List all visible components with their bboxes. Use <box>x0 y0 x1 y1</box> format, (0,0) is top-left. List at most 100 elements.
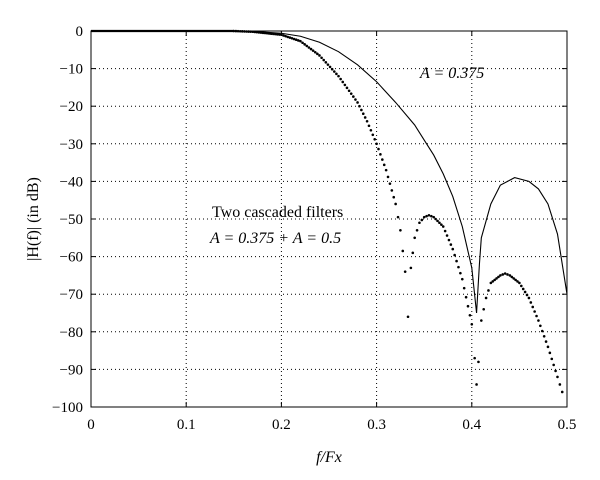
y-tick-label: −60 <box>60 250 83 266</box>
series-point <box>466 304 470 308</box>
series-point <box>305 44 309 48</box>
series-point <box>432 215 436 219</box>
series-point <box>309 47 313 51</box>
y-tick-label: −50 <box>60 212 83 228</box>
series-point <box>369 128 373 132</box>
plot-frame <box>90 30 568 408</box>
series-point <box>499 274 502 277</box>
series-point <box>335 72 338 76</box>
series-point <box>409 266 413 270</box>
series-point <box>427 213 431 217</box>
series-point <box>445 234 449 237</box>
series-point <box>396 215 400 219</box>
series-point <box>489 281 493 285</box>
grid <box>91 31 567 407</box>
series-point <box>501 273 505 276</box>
series-point <box>521 287 525 291</box>
series-point <box>495 277 498 280</box>
series-point <box>259 31 263 34</box>
series-point <box>537 319 540 322</box>
series-point <box>514 278 517 282</box>
annotation-cascade-title: Two cascaded filters <box>212 204 343 221</box>
series-point <box>299 39 302 43</box>
series-point <box>269 32 273 35</box>
series-point <box>363 116 367 119</box>
series-point <box>263 31 267 35</box>
series-point <box>347 89 351 93</box>
series-point <box>301 41 304 45</box>
series-point <box>322 58 326 62</box>
series-point <box>388 182 392 185</box>
series-point <box>271 32 275 36</box>
series-point <box>255 30 259 34</box>
series-point <box>257 31 261 34</box>
series-point <box>316 52 319 56</box>
series-point <box>459 271 462 275</box>
series-point <box>297 39 300 42</box>
series-point <box>337 74 340 78</box>
series-point <box>523 290 527 294</box>
series-point <box>361 112 365 116</box>
x-tick-label: 0 <box>87 417 95 433</box>
series-point <box>401 249 405 253</box>
series-point <box>510 275 514 279</box>
series-point <box>470 322 474 326</box>
series-point <box>413 236 416 240</box>
series-point <box>390 189 394 192</box>
series-point <box>360 108 363 112</box>
series-point <box>320 56 323 60</box>
series-point <box>379 153 382 156</box>
series-point <box>491 280 495 283</box>
series-point <box>529 301 533 304</box>
series-point <box>544 340 548 343</box>
y-tick-label: 0 <box>76 24 84 40</box>
annotation-thin-series: A = 0.375 <box>419 65 484 82</box>
series-point <box>447 238 451 242</box>
series-point <box>354 98 357 101</box>
series-point <box>462 286 466 290</box>
series-point <box>493 278 496 282</box>
series-point <box>550 357 554 361</box>
series-point <box>464 295 468 299</box>
series-point <box>457 265 460 269</box>
x-tick-label: 0.3 <box>367 417 386 433</box>
x-tick-label: 0.2 <box>272 417 291 433</box>
series-point <box>558 383 562 386</box>
series-point <box>520 284 523 288</box>
series-point <box>326 63 330 66</box>
series-point <box>546 345 550 349</box>
series-point <box>436 219 439 223</box>
series-point <box>440 223 443 226</box>
series-point <box>330 67 334 71</box>
series-point <box>303 43 306 46</box>
series-point <box>349 92 353 95</box>
series-point <box>425 214 428 218</box>
series-point <box>280 33 283 37</box>
series-point <box>508 274 512 277</box>
series-point <box>276 33 279 36</box>
series-point <box>556 375 559 379</box>
series-point <box>392 195 396 199</box>
series-point <box>313 50 317 54</box>
y-axis-title: |H(f)| (in dB) <box>25 177 42 261</box>
series-point <box>516 280 519 283</box>
series-point <box>288 36 292 39</box>
series-point <box>443 229 447 233</box>
series-point <box>560 390 564 394</box>
series-point <box>339 77 342 81</box>
series-point <box>453 253 456 257</box>
x-tick-label: 0.4 <box>462 417 481 433</box>
series-line-thin <box>91 30 568 314</box>
y-tick-label: −70 <box>60 287 83 303</box>
series-point <box>438 221 441 225</box>
series-point <box>282 34 285 37</box>
series-point <box>531 305 535 309</box>
series-point <box>420 218 424 222</box>
series-point <box>533 310 536 313</box>
series-point <box>358 104 361 108</box>
y-tick-label: −90 <box>60 362 83 378</box>
series-point <box>460 277 464 281</box>
series-point <box>542 335 546 338</box>
series-point <box>539 324 542 328</box>
